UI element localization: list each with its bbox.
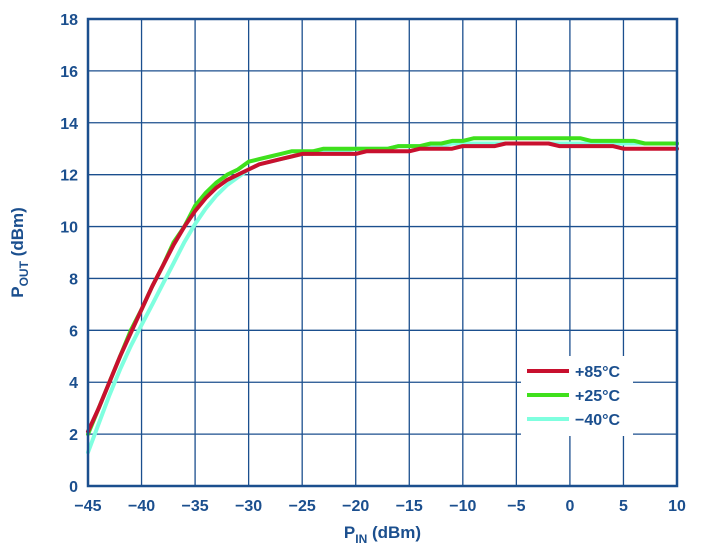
legend-entry: −40°C <box>575 412 621 429</box>
y-axis-label-main: P <box>8 286 27 297</box>
x-tick-label: 0 <box>565 498 574 515</box>
x-tick-label: −35 <box>182 498 209 515</box>
x-tick-label: −25 <box>289 498 316 515</box>
x-tick-label: −15 <box>396 498 423 515</box>
y-axis-label: POUT (dBm) <box>8 207 31 298</box>
x-tick-label: −40 <box>128 498 155 515</box>
x-axis-label-unit: (dBm) <box>367 523 421 542</box>
series-layer <box>86 136 679 455</box>
x-tick-label: −5 <box>507 498 525 515</box>
x-tick-label: −45 <box>74 498 101 515</box>
y-axis-ticks: 0 2 4 6 8 10 12 14 16 18 <box>60 12 78 496</box>
x-axis-label-main: P <box>344 523 355 542</box>
y-tick-label: 18 <box>60 12 78 29</box>
y-axis-label-unit: (dBm) <box>8 207 27 261</box>
x-axis-label-sub: IN <box>355 532 367 546</box>
legend: +85°C +25°C −40°C <box>521 356 633 436</box>
y-tick-label: 0 <box>69 479 78 496</box>
x-tick-label: −30 <box>235 498 262 515</box>
y-tick-label: 8 <box>69 271 78 288</box>
y-axis-label-sub: OUT <box>17 260 31 286</box>
series-line <box>86 141 679 434</box>
x-axis-label: PIN (dBm) <box>344 523 421 546</box>
y-tick-label: 12 <box>60 168 78 185</box>
plot-frame <box>86 17 679 488</box>
x-tick-label: 5 <box>619 498 628 515</box>
legend-entry: +25°C <box>575 388 621 405</box>
y-tick-label: 6 <box>69 323 78 340</box>
y-tick-label: 4 <box>69 375 78 392</box>
y-tick-label: 14 <box>60 116 78 133</box>
x-tick-label: 10 <box>668 498 686 515</box>
y-tick-label: 10 <box>60 220 78 237</box>
legend-entry: +85°C <box>575 364 621 381</box>
x-axis-ticks: −45 −40 −35 −30 −25 −20 −15 −10 −5 0 5 10 <box>74 498 686 515</box>
y-tick-label: 16 <box>60 64 78 81</box>
x-tick-label: −10 <box>449 498 476 515</box>
y-tick-label: 2 <box>69 427 78 444</box>
x-tick-label: −20 <box>342 498 369 515</box>
